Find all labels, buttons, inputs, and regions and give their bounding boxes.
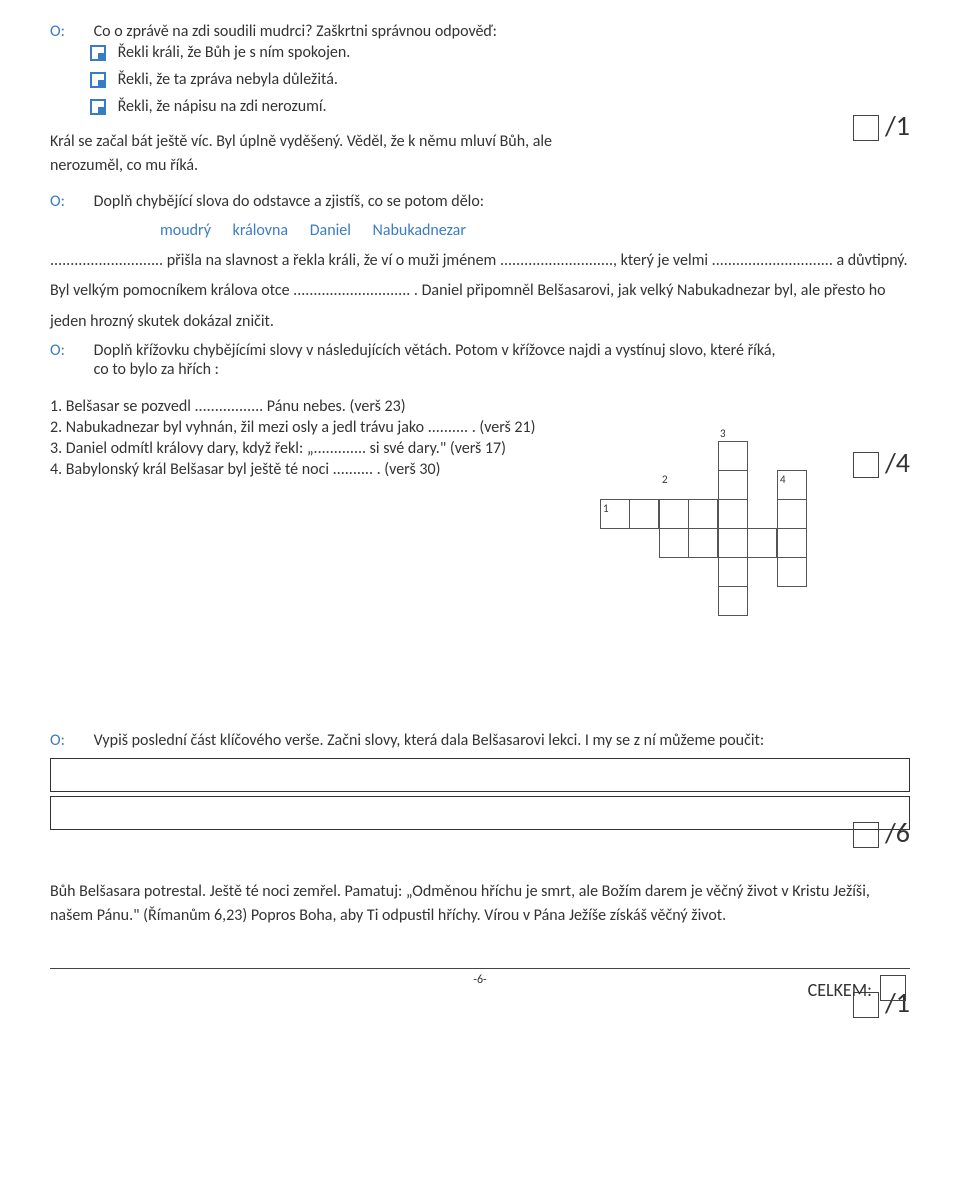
crossword-cell[interactable] [718,441,748,471]
crossword-number: 1 [603,502,609,515]
q1-prompt: Co o zprávě na zdi soudili mudrci? Zaškr… [94,22,497,41]
total-label: CELKEM: [808,975,910,1001]
crossword-number: 4 [780,473,786,486]
total-scorebox[interactable] [880,975,906,1001]
score-6-box[interactable] [853,822,879,848]
crossword-cell[interactable] [777,499,807,529]
q2-prompt: Doplň chybějící slova do odstavce a zjis… [94,192,484,211]
crossword-cell[interactable] [688,528,718,558]
crossword-grid: 3241 [50,441,910,601]
q2-wordbank: moudrý královna Daniel Nabukadnezar [160,221,910,240]
footer: -6- CELKEM: [50,968,910,973]
crossword-number: 3 [720,427,726,440]
q1-option-0-checkbox[interactable] [90,45,106,61]
crossword-cell[interactable] [718,499,748,529]
crossword-cell[interactable] [659,499,689,529]
q1-label: O: [50,22,90,41]
crossword-cell[interactable] [659,528,689,558]
crossword-number: 2 [662,473,668,486]
q1-option-1-checkbox[interactable] [90,72,106,88]
q4-label: O: [50,731,90,750]
score-6-val: /6 [885,815,910,850]
q4-prompt: Vypiš poslední část klíčového verše. Zač… [94,731,765,750]
intermission-text: Král se začal bát ještě víc. Byl úplně v… [50,130,570,178]
crossword-cell[interactable] [777,557,807,587]
q2-label: O: [50,192,90,211]
crossword-cell[interactable] [629,499,659,529]
answer-box-2[interactable] [50,796,910,830]
total-label-text: CELKEM: [808,979,872,1001]
q1-option-0: Řekli králi, že Bůh je s ním spokojen. [118,43,351,62]
crossword-cell[interactable] [718,557,748,587]
q1-option-2: Řekli, že nápisu na zdi nerozumí. [118,97,327,116]
score-1: /1 [853,108,910,143]
crossword-cell[interactable] [777,528,807,558]
answer-box-1[interactable] [50,758,910,792]
clue-2: 2. Nabukadnezar byl vyhnán, žil mezi osl… [50,418,910,437]
q2-paragraph: ............................ přišla na s… [50,246,910,337]
score-1-box[interactable] [853,115,879,141]
q3-label: O: [50,341,90,360]
closing-text: Bůh Belšasara potrestal. Ještě té noci z… [50,880,910,928]
crossword-cell[interactable] [718,586,748,616]
score-1-val: /1 [885,108,910,143]
crossword-cell[interactable] [688,499,718,529]
crossword-cell[interactable] [747,528,777,558]
page-number: -6- [473,973,486,987]
crossword-cell[interactable] [718,470,748,500]
clue-1: 1. Belšasar se pozvedl .................… [50,397,910,416]
q3-prompt: Doplň křížovku chybějícími slovy v násle… [94,341,794,379]
q1-option-1: Řekli, že ta zpráva nebyla důležitá. [118,70,338,89]
score-6: /6 [853,815,910,850]
q1-option-2-checkbox[interactable] [90,99,106,115]
crossword-cell[interactable] [718,528,748,558]
